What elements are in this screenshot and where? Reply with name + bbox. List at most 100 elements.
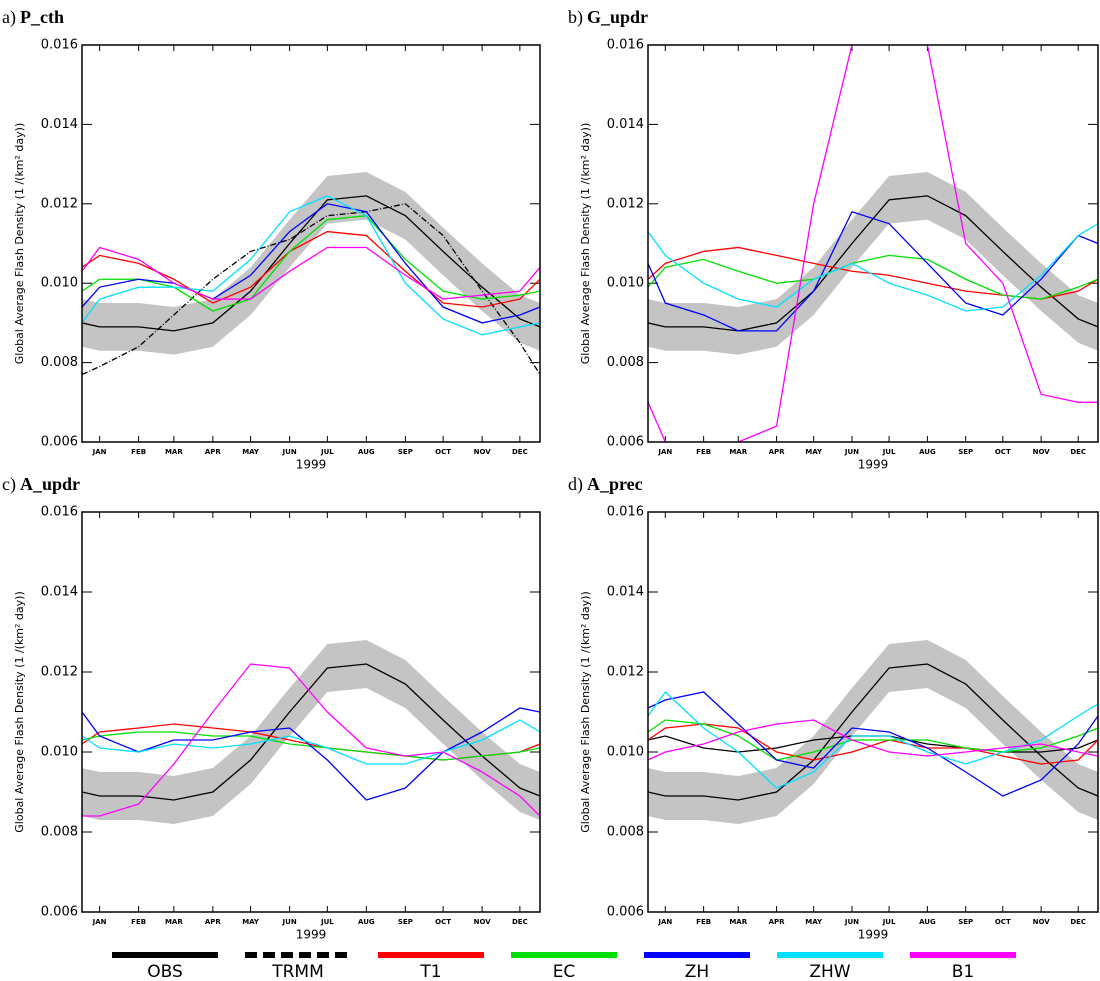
y-tick-label: 0.014 (41, 585, 78, 600)
x-tick-label: DEC (512, 448, 528, 456)
legend-label: ZHW (809, 962, 850, 981)
y-tick-label: 0.016 (607, 505, 644, 520)
x-tick-label: DEC (1070, 448, 1086, 456)
panel-name: P_cth (20, 7, 64, 27)
x-tick-label: SEP (958, 918, 973, 926)
series-line (82, 663, 540, 817)
x-tick-label: MAR (165, 918, 183, 926)
y-tick-label: 0.012 (41, 665, 78, 680)
x-tick-label: JUL (320, 448, 334, 456)
plot-frame (647, 44, 1099, 443)
y-tick-label: 0.006 (607, 435, 644, 450)
panel-name: A_prec (587, 474, 643, 494)
y-tick-label: 0.014 (41, 117, 78, 132)
x-tick-label: OCT (435, 448, 451, 456)
plot-area (82, 640, 540, 824)
series-line (648, 663, 1098, 801)
x-tick-label: JUL (882, 918, 896, 926)
series-line (648, 254, 1098, 300)
x-tick-label: NOV (1033, 918, 1051, 926)
series-line (648, 223, 1098, 312)
x-tick-label: MAY (242, 448, 260, 456)
panel-label: d) (568, 474, 583, 495)
panel: b) G_updr Global Average Flash Density (1 … (568, 7, 1099, 472)
x-axis-label: 1999 (296, 928, 327, 942)
panel-label: b) (568, 7, 583, 28)
panel-title: c) A_updr (2, 474, 80, 495)
x-tick-label: JAN (92, 918, 107, 926)
plot-area (648, 45, 1098, 442)
y-tick-label: 0.014 (607, 117, 644, 132)
x-tick-label: NOV (1033, 448, 1051, 456)
x-tick-label: AUG (358, 448, 375, 456)
panel: a) P_cth Global Average Flash Density (1 /… (2, 7, 541, 472)
y-tick-label: 0.008 (41, 355, 78, 370)
series-line (82, 719, 540, 765)
legend-label: EC (553, 962, 576, 981)
y-tick-label: 0.008 (41, 825, 78, 840)
y-tick-label: 0.016 (607, 38, 644, 53)
series-line (82, 215, 540, 312)
x-tick-label: SEP (398, 448, 413, 456)
panel-label: c) (2, 474, 16, 495)
x-axis-label: 1999 (296, 458, 327, 472)
y-tick-label: 0.008 (607, 825, 644, 840)
y-tick-label: 0.008 (607, 355, 644, 370)
y-tick-label: 0.006 (607, 905, 644, 920)
x-tick-label: JAN (92, 448, 107, 456)
x-tick-label: MAY (805, 918, 823, 926)
y-axis-label: Global Average Flash Density (1 /(km² da… (13, 591, 26, 832)
panel-label: a) (2, 7, 16, 28)
plot-area (648, 640, 1098, 824)
series-line (82, 731, 540, 761)
panel-title: a) P_cth (2, 7, 64, 28)
panel-name: G_updr (587, 7, 648, 27)
legend-label: ZH (685, 962, 709, 981)
x-tick-label: NOV (474, 448, 492, 456)
series-line (648, 210, 1098, 332)
series-line (82, 707, 540, 801)
obs-band (648, 172, 1098, 355)
x-tick-label: OCT (435, 918, 451, 926)
x-tick-label: OCT (995, 448, 1011, 456)
x-tick-label: OCT (995, 918, 1011, 926)
x-tick-label: AUG (919, 448, 936, 456)
plot-frame (81, 44, 541, 443)
y-tick-label: 0.016 (41, 38, 78, 53)
legend-label: B1 (952, 962, 974, 981)
panel: c) A_updr Global Average Flash Density (1 … (2, 474, 541, 942)
legend-label: T1 (419, 962, 441, 981)
series-line (648, 691, 1098, 789)
x-tick-label: JUN (844, 448, 859, 456)
x-tick-label: SEP (398, 918, 413, 926)
x-tick-label: APR (205, 448, 222, 456)
x-tick-label: NOV (474, 918, 492, 926)
series-line (82, 246, 540, 300)
y-axis-label: Global Average Flash Density (1 /(km² da… (13, 123, 26, 364)
panel: d) A_prec Global Average Flash Density (1 … (568, 474, 1099, 942)
x-tick-label: JUN (282, 918, 297, 926)
legend-label: OBS (147, 962, 183, 981)
y-tick-label: 0.012 (607, 665, 644, 680)
x-tick-label: MAR (729, 448, 747, 456)
x-tick-label: JUL (882, 448, 896, 456)
x-tick-label: FEB (131, 918, 146, 926)
x-tick-label: JUN (844, 918, 859, 926)
y-tick-label: 0.014 (607, 585, 644, 600)
y-tick-label: 0.006 (41, 905, 78, 920)
series-line (82, 203, 540, 324)
x-tick-label: APR (205, 918, 222, 926)
x-tick-label: JUN (282, 448, 297, 456)
x-tick-label: MAY (242, 918, 260, 926)
y-axis-label: Global Average Flash Density (1 /(km² da… (579, 123, 592, 364)
obs-band (82, 640, 540, 824)
y-tick-label: 0.010 (607, 276, 644, 291)
series-line (648, 45, 1098, 442)
y-tick-label: 0.012 (607, 196, 644, 211)
x-tick-label: MAR (729, 918, 747, 926)
x-axis-label: 1999 (858, 458, 889, 472)
plot-frame (647, 511, 1099, 913)
legend-label: TRMM (271, 962, 324, 981)
series-line (82, 195, 540, 336)
